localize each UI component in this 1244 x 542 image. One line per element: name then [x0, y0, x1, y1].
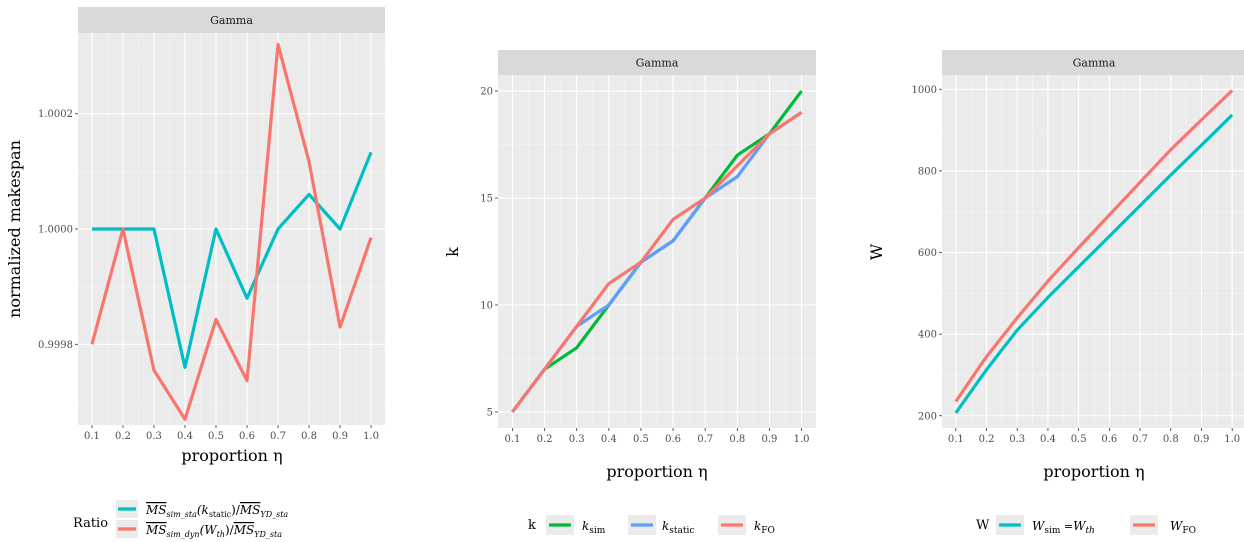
x-tick-label: 0.5 [633, 434, 649, 445]
legend-label-2: MSsim_dyn(Wth)/MSYD_sta [145, 523, 282, 539]
y-tick-label: 1.0000 [38, 225, 73, 236]
x-tick-label: 0.9 [761, 434, 777, 445]
y-tick-label: 15 [480, 194, 493, 205]
x-tick-label: 1.0 [363, 431, 379, 442]
x-tick-label: 0.7 [697, 434, 713, 445]
x-tick-label: 0.1 [84, 431, 100, 442]
x-tick-label: 0.8 [301, 431, 317, 442]
x-tick-label: 0.3 [146, 431, 162, 442]
legend-ratio: Ratio MSsim_sta(kstatic)/MSYD_sta MSsim_dy… [73, 500, 288, 539]
y-tick-label: 1000 [912, 85, 937, 96]
series-line-2 [954, 89, 1234, 403]
x-tick-label: 1.0 [1224, 434, 1240, 445]
x-tick-label: 0.4 [601, 434, 617, 445]
facet-strip [498, 50, 816, 75]
x-tick-label: 0.9 [1194, 434, 1210, 445]
legend-title: W [976, 518, 990, 533]
x-tick-label: 0.6 [1101, 434, 1117, 445]
legend-label-1: MSsim_sta(kstatic)/MSYD_sta [145, 503, 288, 519]
facet-strip-label: Gamma [210, 14, 253, 27]
x-tick-label: 0.7 [270, 431, 286, 442]
x-axis-title: proportion η [181, 446, 282, 465]
y-tick-label: 400 [918, 330, 937, 341]
x-tick-label: 0.3 [569, 434, 585, 445]
legend-w: W Wsim =Wth WFO [976, 515, 1196, 536]
series-line-2 [90, 42, 373, 421]
y-axis-title: k [443, 247, 462, 257]
legend-label-2: kstatic [662, 519, 694, 536]
x-tick-label: 0.7 [1132, 434, 1148, 445]
chart-panel-3: Gamma 0.1 0.2 0.3 0.4 0.5 0.6 0.7 0.8 0.9 1.0 200 40… [867, 50, 1244, 481]
y-axis-title: W [867, 243, 886, 260]
x-tick-label: 0.4 [1040, 434, 1056, 445]
legend-title: k [528, 518, 536, 533]
legend-title: Ratio [73, 516, 108, 531]
x-tick-label: 0.6 [665, 434, 681, 445]
y-tick-label: 20 [480, 87, 493, 98]
y-tick-label: 5 [487, 407, 493, 418]
y-tick-label: 1.0002 [38, 109, 73, 120]
x-tick-label: 0.5 [208, 431, 224, 442]
facet-strip-label: Gamma [1073, 57, 1116, 70]
series-line-1 [954, 113, 1234, 414]
x-tick-label: 0.8 [1163, 434, 1179, 445]
x-tick-label: 0.8 [729, 434, 745, 445]
x-tick-label: 0.2 [979, 434, 995, 445]
x-axis-title: proportion η [1043, 462, 1144, 481]
series-line-1 [91, 151, 373, 369]
x-tick-label: 0.2 [537, 434, 553, 445]
x-tick-label: 0.6 [239, 431, 255, 442]
series-line-3 [511, 111, 803, 413]
y-tick-label: 600 [918, 248, 937, 259]
legend-k: k ksim kstatic kFO [528, 515, 775, 536]
x-axis-title: proportion η [606, 462, 707, 481]
facet-strip [942, 50, 1244, 75]
y-tick-label: 800 [918, 166, 937, 177]
facet-strip-label: Gamma [636, 57, 679, 70]
legend-label-1: Wsim =Wth [1032, 519, 1095, 536]
facet-strip [78, 7, 385, 33]
x-tick-label: 0.1 [948, 434, 964, 445]
x-tick-label: 0.4 [177, 431, 193, 442]
x-tick-label: 0.2 [115, 431, 131, 442]
x-tick-label: 0.5 [1071, 434, 1087, 445]
x-tick-label: 0.1 [505, 434, 521, 445]
chart-panel-2: Gamma 0.1 0.2 0.3 0.4 0.5 0.6 0.7 0.8 0.9 1.0 5 10 15… [443, 50, 816, 481]
y-tick-label: 0.9998 [38, 340, 73, 351]
legend-label-3: kFO [754, 519, 775, 536]
legend-label-1: ksim [582, 519, 606, 536]
x-tick-label: 0.9 [332, 431, 348, 442]
chart-panel-1: Gamma 0.1 0.2 0.3 0.4 0.5 0.6 0.7 0.8 0.9 1.0 0.999… [5, 7, 385, 465]
x-tick-label: 0.3 [1009, 434, 1025, 445]
legend-label-2: WFO [1170, 519, 1196, 536]
y-tick-label: 10 [480, 300, 493, 311]
x-tick-label: 1.0 [794, 434, 810, 445]
y-axis-title: normalized makespan [5, 140, 24, 318]
y-tick-label: 200 [918, 411, 937, 422]
